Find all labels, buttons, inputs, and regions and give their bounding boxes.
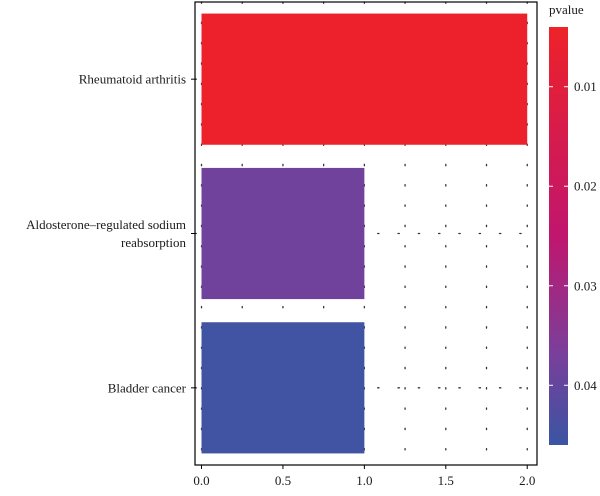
bar (201, 167, 365, 300)
y-axis: Rheumatoid arthritis Aldosterone–regulate… (26, 72, 195, 395)
x-tick-label: 1.0 (356, 473, 372, 488)
category-label: Rheumatoid arthritis (79, 72, 186, 87)
colorbar-title: pvalue (549, 2, 584, 17)
category-label: reabsorption (121, 235, 186, 250)
category-label: Bladder cancer (108, 380, 187, 395)
colorbar (549, 27, 568, 445)
colorbar-legend: pvalue 0.01 0.02 0.03 0.04 (549, 2, 597, 445)
bar (201, 322, 365, 454)
x-axis: 0.0 0.5 1.0 1.5 2.0 (193, 465, 535, 488)
x-tick-label: 1.5 (438, 473, 454, 488)
colorbar-tick-label: 0.02 (574, 179, 597, 194)
category-label: Aldosterone–regulated sodium (26, 217, 186, 232)
x-tick-label: 0.0 (193, 473, 209, 488)
x-tick-label: 2.0 (519, 473, 535, 488)
bars (201, 13, 528, 454)
colorbar-tick-label: 0.01 (574, 79, 597, 94)
bar (201, 13, 528, 145)
colorbar-tick-label: 0.03 (574, 278, 597, 293)
colorbar-tick-label: 0.04 (574, 378, 597, 393)
x-tick-label: 0.5 (275, 473, 291, 488)
